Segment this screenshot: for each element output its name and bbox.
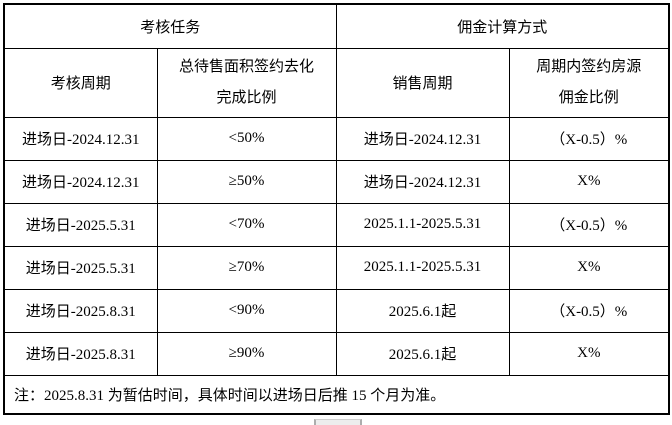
col-header-assessment-period: 考核周期	[3, 47, 158, 118]
footnote-row: 注：2025.8.31 为暂估时间，具体时间以进场日后推 15 个月为准。	[3, 374, 670, 415]
table-row: 进场日-2025.8.31 <90% 2025.6.1起 （X-0.5）%	[3, 288, 670, 333]
table-cell: 2025.1.1-2025.5.31	[335, 202, 510, 247]
col-header-completion-ratio: 总待售面积签约去化 完成比例	[156, 47, 337, 118]
table-cell: ≥90%	[156, 331, 337, 376]
horizontal-scrollbar-thumb[interactable]	[314, 419, 362, 425]
table-cell: 2025.6.1起	[335, 288, 510, 333]
table-row: 进场日-2024.12.31 <50% 进场日-2024.12.31 （X-0.…	[3, 116, 670, 161]
group-header-assessment-task: 考核任务	[3, 3, 337, 49]
table-cell: <50%	[156, 116, 337, 161]
table-cell: 进场日-2025.5.31	[3, 202, 158, 247]
header-line: 佣金比例	[558, 89, 619, 106]
table-row: 进场日-2025.5.31 ≥70% 2025.1.1-2025.5.31 X%	[3, 245, 670, 290]
table-cell: （X-0.5）%	[508, 288, 670, 333]
table-row: 进场日-2025.5.31 <70% 2025.1.1-2025.5.31 （X…	[3, 202, 670, 247]
col-header-commission-ratio: 周期内签约房源 佣金比例	[508, 47, 670, 118]
table-row: 进场日-2025.8.31 ≥90% 2025.6.1起 X%	[3, 331, 670, 376]
col-header-sales-period: 销售周期	[335, 47, 510, 118]
table-row: 进场日-2024.12.31 ≥50% 进场日-2024.12.31 X%	[3, 159, 670, 204]
group-header-row: 考核任务 佣金计算方式	[3, 3, 670, 49]
table-cell: <90%	[156, 288, 337, 333]
table-cell: （X-0.5）%	[508, 116, 670, 161]
table-cell: X%	[508, 245, 670, 290]
table-cell: X%	[508, 159, 670, 204]
commission-table: 考核任务 佣金计算方式 考核周期 总待售面积签约去化 完成比例 销售周期 周期内…	[3, 3, 671, 415]
table-cell: 进场日-2024.12.31	[335, 116, 510, 161]
table-cell: 2025.6.1起	[335, 331, 510, 376]
footnote-text: 注：2025.8.31 为暂估时间，具体时间以进场日后推 15 个月为准。	[3, 374, 670, 415]
table-cell: 进场日-2025.8.31	[3, 331, 158, 376]
table-cell: 进场日-2024.12.31	[3, 116, 158, 161]
table-cell: ≥50%	[156, 159, 337, 204]
column-header-row: 考核周期 总待售面积签约去化 完成比例 销售周期 周期内签约房源 佣金比例	[3, 47, 670, 118]
header-line: 总待售面积签约去化	[179, 58, 315, 75]
header-line: 周期内签约房源	[536, 58, 642, 75]
table-cell: 2025.1.1-2025.5.31	[335, 245, 510, 290]
table-cell: 进场日-2025.8.31	[3, 288, 158, 333]
table-cell: <70%	[156, 202, 337, 247]
table-cell: （X-0.5）%	[508, 202, 670, 247]
table-cell: 进场日-2025.5.31	[3, 245, 158, 290]
table-cell: 进场日-2024.12.31	[3, 159, 158, 204]
table-cell: X%	[508, 331, 670, 376]
table-cell: ≥70%	[156, 245, 337, 290]
header-line: 完成比例	[216, 89, 277, 106]
table-cell: 进场日-2024.12.31	[335, 159, 510, 204]
group-header-commission-method: 佣金计算方式	[335, 3, 670, 49]
